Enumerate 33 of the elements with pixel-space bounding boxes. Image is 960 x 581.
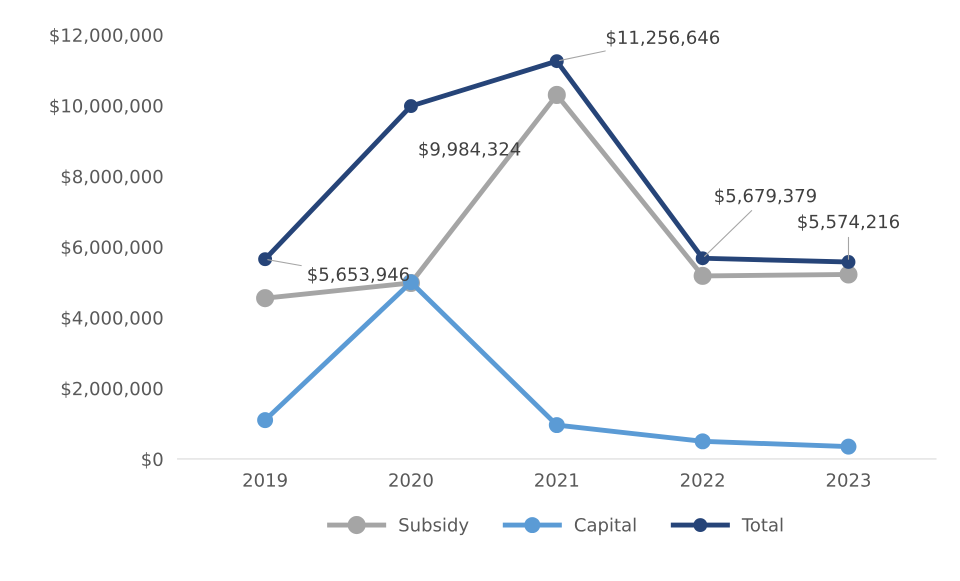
point xyxy=(839,265,858,284)
x-tick-label: 2019 xyxy=(243,473,287,487)
y-tick-label: $10,000,000 xyxy=(50,98,163,116)
y-tick-label: $12,000,000 xyxy=(50,28,163,44)
y-tick-label: $2,000,000 xyxy=(62,381,163,398)
y-tick-label: $8,000,000 xyxy=(62,169,163,186)
point xyxy=(548,417,565,434)
x-tick-label: 2023 xyxy=(826,473,870,487)
x-tick-label: 2020 xyxy=(389,473,433,487)
data-label: $5,653,946 xyxy=(308,267,410,284)
legend-label: Subsidy xyxy=(399,518,469,536)
legend-label: Capital xyxy=(574,518,636,536)
point xyxy=(404,99,418,114)
point xyxy=(257,412,274,428)
point xyxy=(842,255,856,269)
y-tick-label: $0 xyxy=(142,452,163,469)
point xyxy=(256,289,274,308)
data-label: $9,984,324 xyxy=(419,142,520,158)
point xyxy=(548,86,566,104)
point xyxy=(694,433,711,450)
x-tick-label: 2022 xyxy=(680,473,724,487)
data-label: $5,574,216 xyxy=(798,214,900,231)
point xyxy=(550,54,564,68)
point xyxy=(694,266,712,285)
y-tick-label: $4,000,000 xyxy=(62,310,163,328)
legend-label: Total xyxy=(742,518,782,532)
point xyxy=(696,251,710,266)
point xyxy=(258,252,272,266)
data-label: $11,256,646 xyxy=(606,30,720,47)
x-tick-label: 2021 xyxy=(535,473,578,487)
data-label: $5,679,379 xyxy=(715,188,816,205)
y-tick-label: $6,000,000 xyxy=(62,240,163,256)
point xyxy=(840,438,856,455)
